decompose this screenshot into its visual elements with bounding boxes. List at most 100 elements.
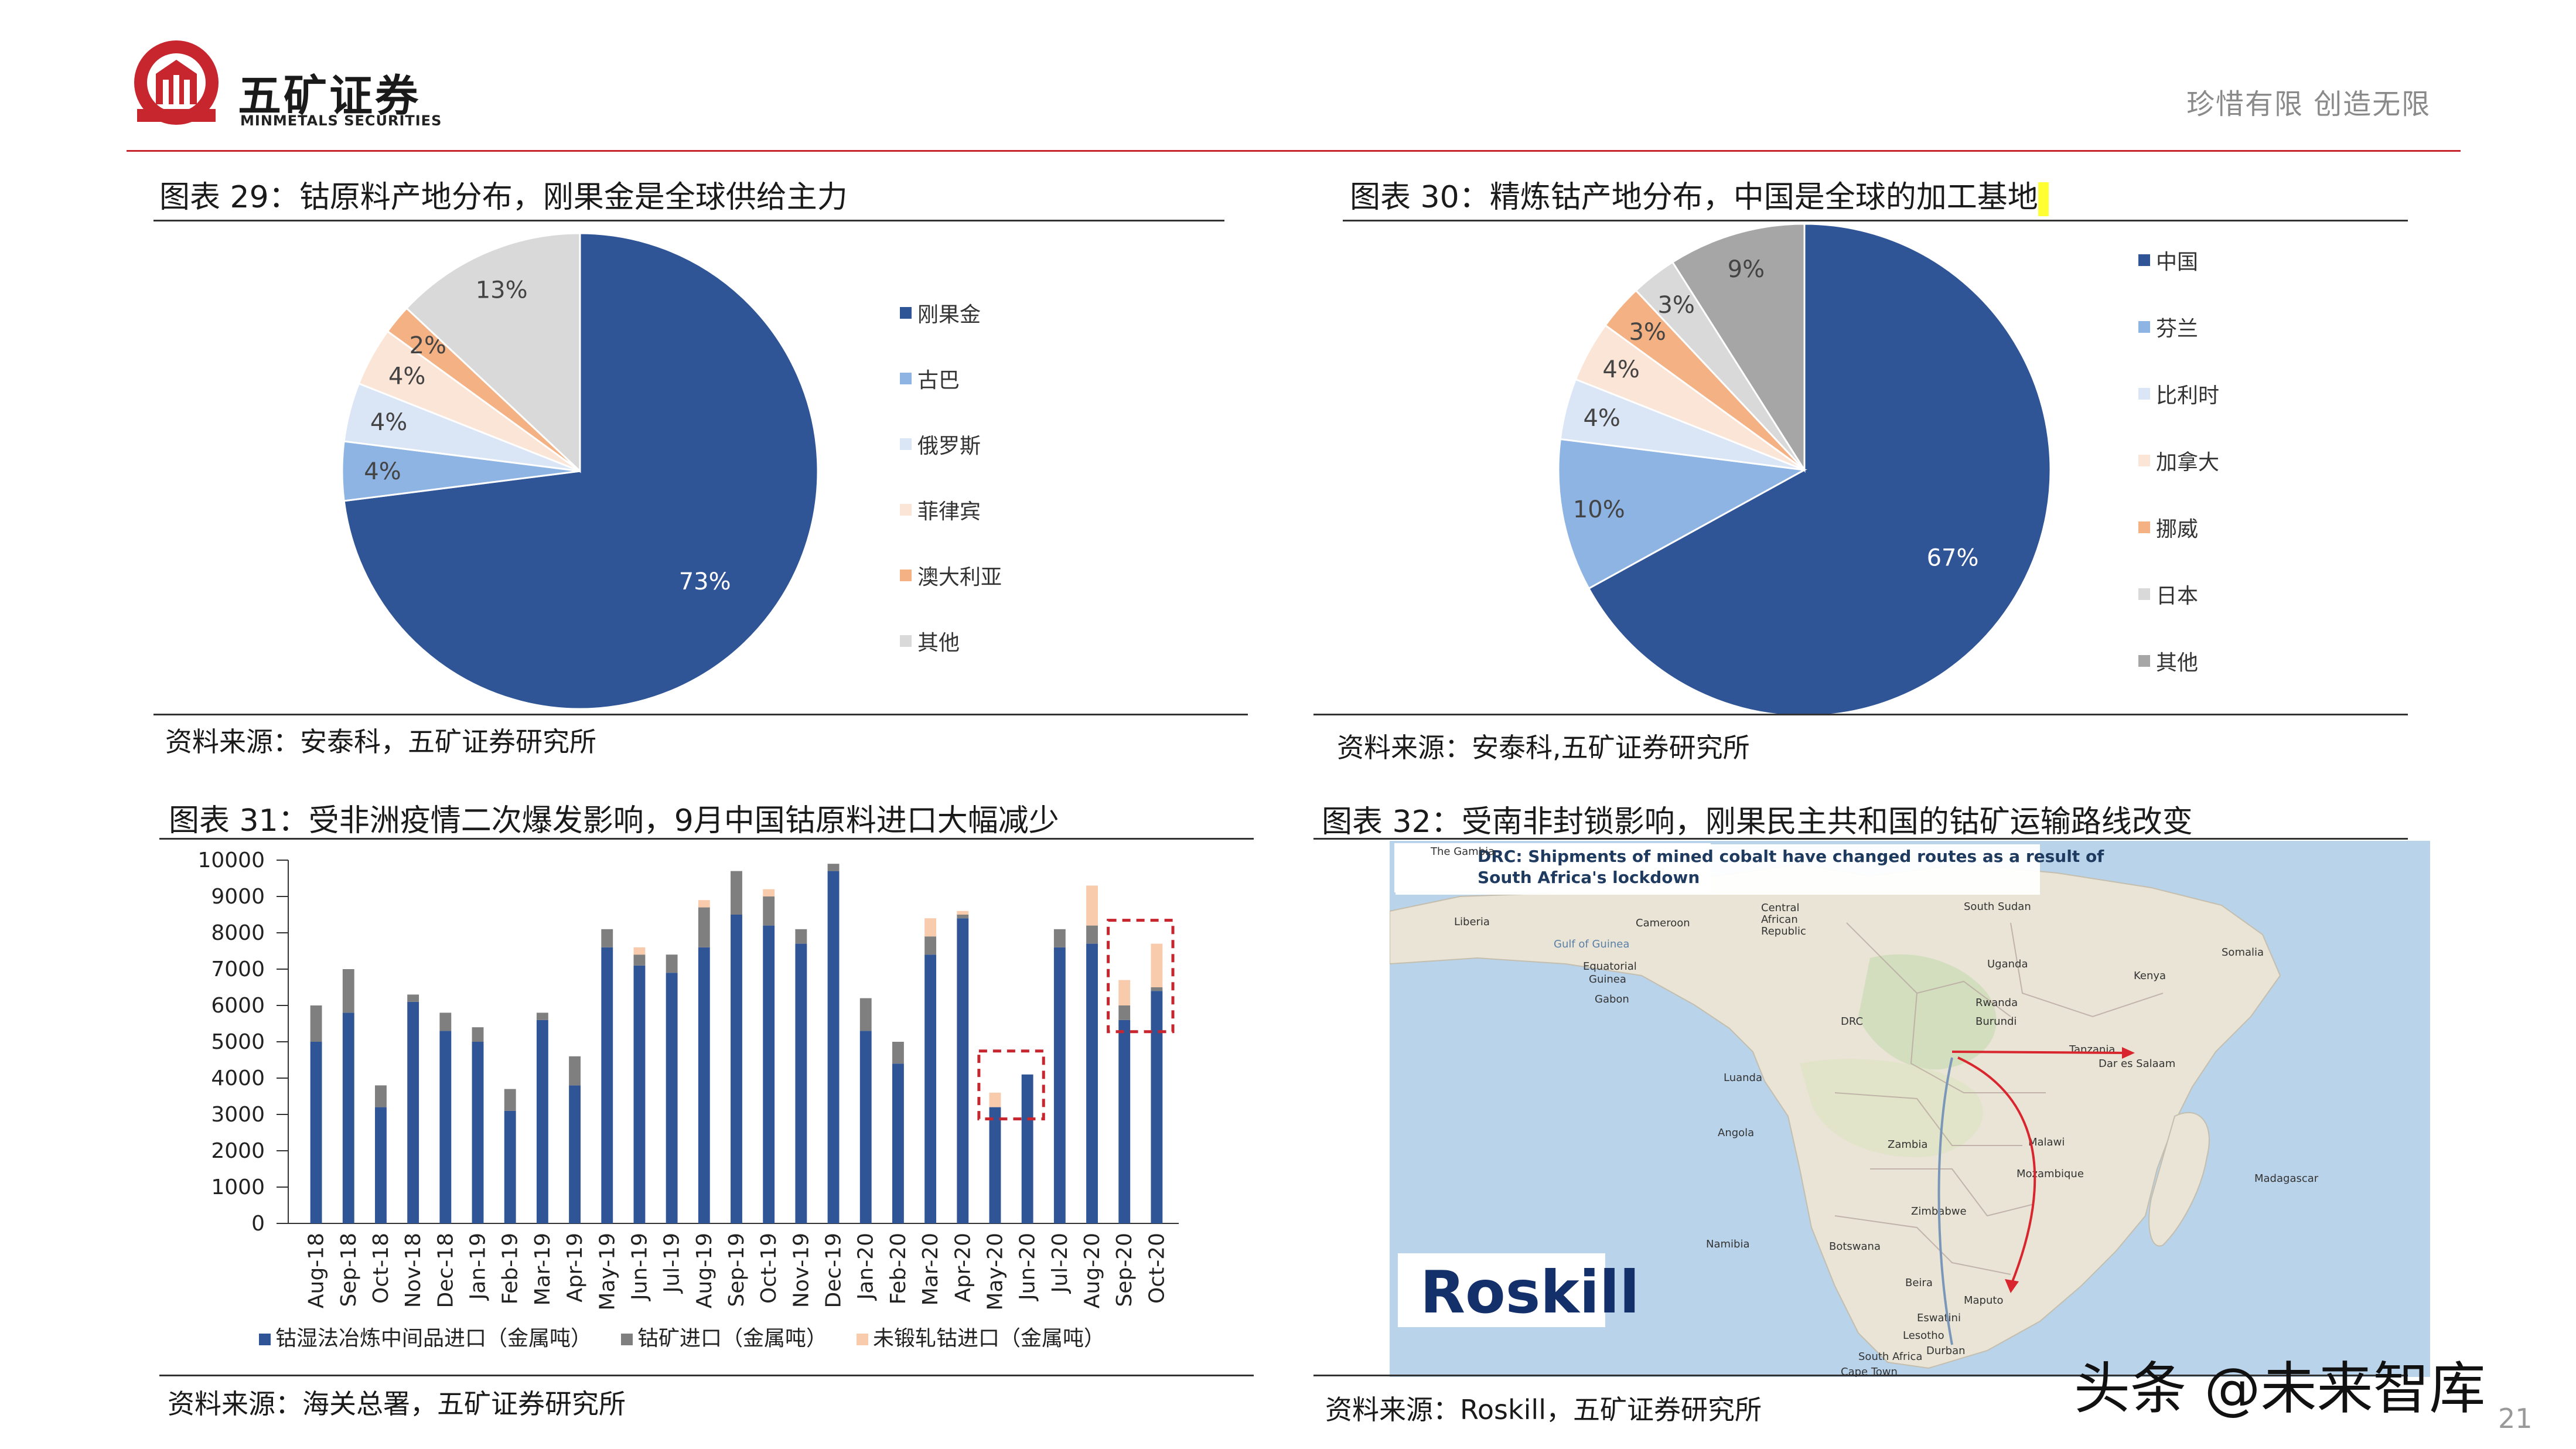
legend-swatch [857, 1334, 869, 1345]
legend-swatch [900, 307, 912, 319]
legend-swatch [2138, 254, 2150, 266]
place-label: The Gambia [1430, 845, 1495, 858]
bar-segment [859, 998, 872, 1031]
y-tick-label: 8000 [211, 921, 265, 945]
place-label: Zambia [1888, 1138, 1927, 1151]
bar-segment [827, 864, 840, 871]
africa-route-map: DRC: Shipments of mined cobalt have chan… [1390, 841, 2430, 1377]
bar-segment [957, 918, 969, 1223]
figure-32-source: 资料来源：Roskill，五矿证券研究所 [1325, 1394, 1762, 1426]
x-tick-label: Aug-20 [1080, 1233, 1104, 1308]
legend-swatch [2138, 588, 2150, 600]
legend-item: 澳大利亚 [900, 561, 1002, 589]
bar-segment [1118, 980, 1131, 1005]
legend-item: 挪威 [2138, 513, 2219, 541]
bar-segment [698, 907, 710, 947]
legend-item: 比利时 [2138, 380, 2219, 408]
bar-segment [763, 889, 775, 896]
place-label: Gabon [1595, 993, 1629, 1005]
place-label: Republic [1761, 925, 1806, 937]
bar-segment [1086, 943, 1098, 1223]
bar-segment [536, 1012, 548, 1020]
x-tick-label: May-20 [983, 1233, 1007, 1311]
pie-slice-label: 67% [1927, 545, 1979, 572]
madagascar-shape [2148, 1112, 2210, 1247]
place-label: Cameroon [1636, 917, 1690, 929]
place-label: Tanzania [2069, 1044, 2115, 1056]
pie-slice-label: 13% [476, 277, 528, 304]
legend-label: 菲律宾 [917, 500, 981, 524]
x-tick-label: Oct-19 [757, 1233, 781, 1304]
bar-segment [536, 1020, 548, 1223]
pie-slice-label: 73% [679, 568, 731, 595]
x-tick-label: Dec-19 [822, 1233, 846, 1308]
legend-swatch [900, 635, 912, 647]
bar-segment [633, 947, 646, 955]
place-label: Mozambique [2017, 1168, 2084, 1180]
legend-item: 古巴 [900, 364, 1002, 393]
pie-slice [1671, 223, 1806, 473]
legend-item: 日本 [2138, 580, 2219, 608]
legend-item: 菲律宾 [900, 496, 1002, 524]
bar-segment [1086, 925, 1098, 944]
place-label: Maputo [1964, 1294, 2003, 1307]
legend-label: 澳大利亚 [917, 565, 1002, 589]
bar-segment [924, 954, 937, 1223]
bar-segment [601, 929, 613, 947]
pie-slice-label: 10% [1573, 496, 1625, 523]
pie-slice-label: 4% [388, 363, 425, 390]
place-label: Dar es Salaam [2099, 1058, 2175, 1070]
pie-slice-label: 3% [1657, 292, 1694, 319]
legend-swatch [2138, 388, 2150, 400]
company-logo [132, 39, 220, 127]
text-cursor-highlight [2038, 182, 2049, 216]
route-to-dar-es-salaam [1951, 1051, 2128, 1054]
place-label: Durban [1926, 1345, 1966, 1357]
place-label: Lesotho [1903, 1329, 1944, 1342]
figure-29-legend: 刚果金 古巴 俄罗斯 菲律宾 澳大利亚 其他 [900, 299, 1002, 693]
place-label: Cape Town [1841, 1366, 1898, 1377]
bar-segment [989, 1107, 1001, 1223]
place-label: Eswatini [1917, 1312, 1961, 1324]
bar-segment [1118, 1020, 1131, 1223]
legend-label: 钴矿进口（金属吨） [637, 1327, 827, 1351]
pie-slice-label: 4% [1602, 356, 1639, 383]
bar-segment [698, 900, 710, 908]
bar-segment [989, 1092, 1001, 1107]
figure-29-source-rule [153, 714, 1248, 715]
bar-segment [472, 1027, 484, 1042]
y-tick-label: 5000 [211, 1030, 265, 1054]
bar-segment [342, 969, 354, 1013]
pie-slice-label: 9% [1728, 256, 1765, 283]
bar-segment [633, 965, 646, 1223]
watermark: 头条 @未来智库 [2074, 1356, 2486, 1421]
place-label: Madagascar [2254, 1172, 2319, 1185]
y-tick-label: 2000 [211, 1139, 265, 1163]
x-tick-label: Sep-20 [1113, 1233, 1137, 1307]
bar-segment [795, 929, 807, 944]
legend-label: 中国 [2156, 250, 2199, 274]
place-label: African [1761, 913, 1798, 926]
x-tick-label: Apr-20 [951, 1233, 975, 1303]
roskill-logo: Roskill [1420, 1258, 1640, 1327]
x-tick-label: Jan-19 [466, 1233, 490, 1301]
place-label: Angola [1718, 1127, 1754, 1139]
route-to-durban [1937, 1057, 1953, 1345]
bar-segment [504, 1110, 516, 1223]
place-label: DRC [1841, 1015, 1863, 1028]
highlight-box [1107, 919, 1175, 1034]
bar-segment [407, 994, 419, 1002]
pie-slice-label: 4% [364, 458, 401, 485]
bar-segment [827, 871, 840, 1223]
x-tick-label: Sep-18 [337, 1233, 361, 1307]
pie-slice-label: 4% [1583, 405, 1620, 432]
x-tick-label: Aug-19 [692, 1233, 716, 1308]
figure-30-pie-chart: 67% 10% 4% 4% 3%3% 9% [1557, 223, 2052, 717]
legend-label: 其他 [917, 631, 960, 655]
figure-29-title-rule [153, 220, 1224, 221]
bar-segment [1021, 1074, 1033, 1223]
bar-segment [439, 1031, 452, 1223]
legend-item: 中国 [2138, 246, 2219, 274]
figure-31-title-rule [159, 838, 1254, 840]
x-tick-label: Oct-18 [369, 1233, 393, 1304]
